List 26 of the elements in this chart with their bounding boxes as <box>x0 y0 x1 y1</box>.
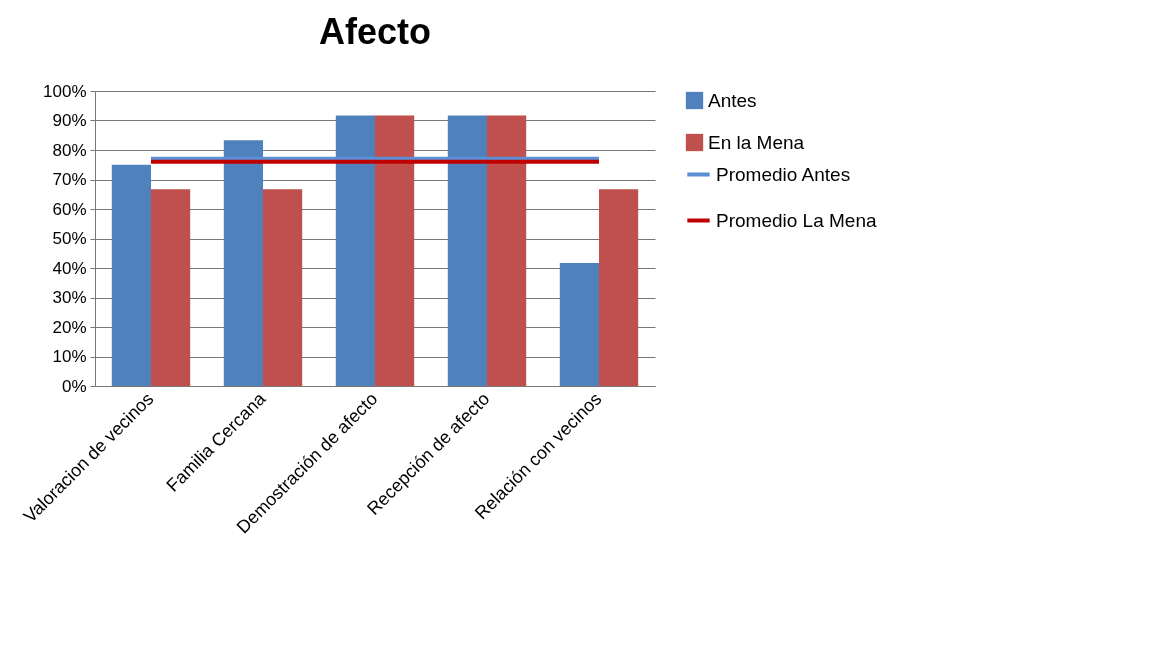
y-tick-label: 30% <box>52 288 87 307</box>
bar <box>447 115 487 386</box>
chart-title: Afecto <box>318 11 432 52</box>
y-tick-label: 80% <box>52 140 87 160</box>
y-tick-label: 10% <box>52 347 87 366</box>
legend-label: Promedio La Mena <box>716 209 877 231</box>
bar <box>599 189 639 386</box>
bar <box>559 262 599 386</box>
y-tick-label: 50% <box>52 229 87 248</box>
y-tick-label: 90% <box>52 111 87 130</box>
legend-label: Promedio Antes <box>716 163 851 185</box>
y-tick-label: 70% <box>52 170 87 189</box>
bar <box>223 140 263 386</box>
y-tick-label: 0% <box>61 376 87 396</box>
y-tick-label: 60% <box>52 199 87 219</box>
bar <box>375 115 415 386</box>
bar <box>111 164 151 386</box>
bar <box>263 189 303 386</box>
y-tick-label: 100% <box>43 81 87 101</box>
bar <box>335 115 375 386</box>
legend-label: En la Mena <box>708 131 805 153</box>
bar <box>487 115 527 386</box>
y-tick-label: 40% <box>52 258 87 278</box>
bar <box>151 189 191 386</box>
legend-label: Antes <box>708 89 757 111</box>
y-tick-label: 20% <box>52 317 87 337</box>
